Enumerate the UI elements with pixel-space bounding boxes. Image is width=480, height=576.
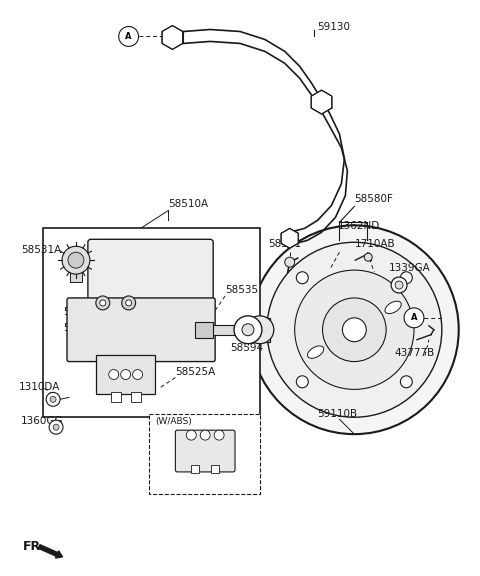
Circle shape (234, 316, 262, 344)
Bar (148, 414, 260, 494)
Text: 1339GA: 1339GA (389, 263, 431, 273)
Circle shape (126, 300, 132, 306)
Circle shape (296, 272, 308, 284)
Circle shape (186, 430, 196, 440)
Polygon shape (281, 228, 299, 248)
Bar (111, 392, 120, 402)
Circle shape (62, 247, 90, 274)
Bar (43, 228, 260, 417)
FancyBboxPatch shape (88, 239, 213, 305)
Bar (210, 325, 248, 335)
Circle shape (68, 252, 84, 268)
Bar (96, 355, 156, 395)
Circle shape (295, 270, 414, 389)
Text: 58511A: 58511A (109, 239, 149, 249)
Circle shape (120, 370, 131, 380)
FancyArrow shape (38, 545, 62, 558)
Bar (70, 268, 82, 282)
Ellipse shape (308, 346, 324, 358)
Text: 58672: 58672 (63, 307, 96, 317)
Bar (131, 392, 141, 402)
Circle shape (200, 430, 210, 440)
Text: FR.: FR. (23, 540, 47, 553)
Bar (192, 465, 199, 473)
Text: 1362ND: 1362ND (337, 221, 380, 232)
Circle shape (46, 392, 60, 406)
Circle shape (242, 324, 254, 336)
Text: 58510A: 58510A (168, 199, 208, 210)
Circle shape (100, 300, 106, 306)
Text: 59130: 59130 (318, 21, 350, 32)
Text: 43777B: 43777B (394, 348, 434, 358)
FancyBboxPatch shape (67, 298, 215, 362)
Bar (195, 322, 213, 338)
Text: 58525A: 58525A (175, 366, 216, 377)
Circle shape (214, 430, 224, 440)
Text: 59110B: 59110B (318, 410, 358, 419)
Text: 58672: 58672 (63, 323, 96, 333)
FancyBboxPatch shape (175, 430, 235, 472)
Ellipse shape (385, 301, 401, 313)
Bar (248, 318, 270, 342)
Circle shape (50, 396, 56, 402)
Polygon shape (311, 90, 332, 114)
Text: 58580F: 58580F (354, 194, 393, 203)
Text: 58581: 58581 (268, 239, 301, 249)
Circle shape (364, 253, 372, 261)
Circle shape (267, 242, 442, 417)
Text: (W/ABS): (W/ABS) (156, 416, 192, 426)
Circle shape (342, 318, 366, 342)
Circle shape (296, 376, 308, 388)
Text: 58594: 58594 (230, 343, 263, 353)
Circle shape (132, 370, 143, 380)
Circle shape (250, 225, 459, 434)
Circle shape (96, 296, 110, 310)
Circle shape (391, 277, 407, 293)
Circle shape (323, 298, 386, 362)
Circle shape (400, 376, 412, 388)
Circle shape (49, 420, 63, 434)
Circle shape (119, 26, 139, 47)
Bar (211, 465, 219, 473)
Circle shape (122, 296, 136, 310)
Circle shape (395, 281, 403, 289)
Text: 1360GG: 1360GG (21, 416, 64, 426)
Text: 58535: 58535 (225, 285, 258, 295)
Text: 1310DA: 1310DA (19, 382, 60, 392)
Polygon shape (162, 25, 183, 50)
Circle shape (53, 424, 59, 430)
Text: 58531A: 58531A (21, 245, 61, 255)
Circle shape (285, 257, 295, 267)
Circle shape (400, 272, 412, 284)
Circle shape (246, 316, 274, 344)
Text: A: A (125, 32, 132, 41)
Circle shape (404, 308, 424, 328)
Text: A: A (411, 313, 417, 323)
Text: 1710AB: 1710AB (354, 239, 395, 249)
Circle shape (109, 370, 119, 380)
